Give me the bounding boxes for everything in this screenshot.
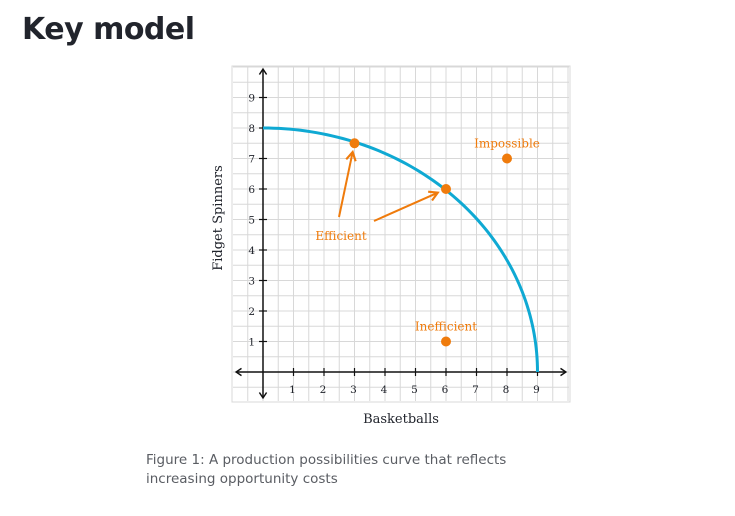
x-tick-label: 3 [350, 384, 357, 396]
y-tick-label: 4 [248, 245, 255, 257]
data-point [349, 138, 360, 149]
y-axis-label: Fidget Spinners [211, 165, 226, 271]
y-tick-label: 8 [248, 123, 255, 135]
point-label: Inefficient [415, 320, 477, 334]
chart-frame [231, 65, 571, 403]
annotation-label: Efficient [315, 229, 367, 243]
x-tick-label: 1 [289, 384, 296, 396]
x-tick-label: 9 [533, 384, 540, 396]
data-point [441, 184, 451, 194]
x-tick-label: 8 [503, 384, 510, 396]
grid [233, 66, 569, 401]
x-tick-label: 4 [381, 384, 388, 396]
y-tick-label: 2 [248, 306, 255, 318]
y-tick-label: 3 [248, 276, 255, 288]
data-point [502, 153, 512, 164]
point-label: Impossible [474, 137, 540, 151]
y-tick-label: 6 [248, 184, 255, 196]
axes [234, 67, 568, 400]
curve-layer [262, 126, 539, 373]
x-axis-label: Basketballs [363, 412, 439, 427]
ppf-curve [262, 126, 539, 373]
x-tick-label: 7 [472, 384, 479, 396]
y-tick-label: 5 [248, 215, 255, 227]
data-point [441, 336, 451, 347]
page-title: Key model [22, 12, 195, 47]
y-tick-label: 7 [248, 154, 255, 166]
figure-caption: Figure 1: A production possibilities cur… [146, 452, 507, 487]
y-tick-label: 9 [248, 93, 255, 105]
annotations: Efficient [315, 149, 440, 243]
y-tick-label: 1 [248, 337, 255, 349]
x-tick-label: 5 [411, 384, 418, 396]
annotation-arrow [373, 190, 440, 222]
x-tick-label: 2 [320, 384, 327, 396]
x-tick-label: 6 [442, 384, 449, 396]
points-layer: Impossible Inefficient [349, 137, 540, 347]
annotation-arrow [338, 149, 357, 218]
